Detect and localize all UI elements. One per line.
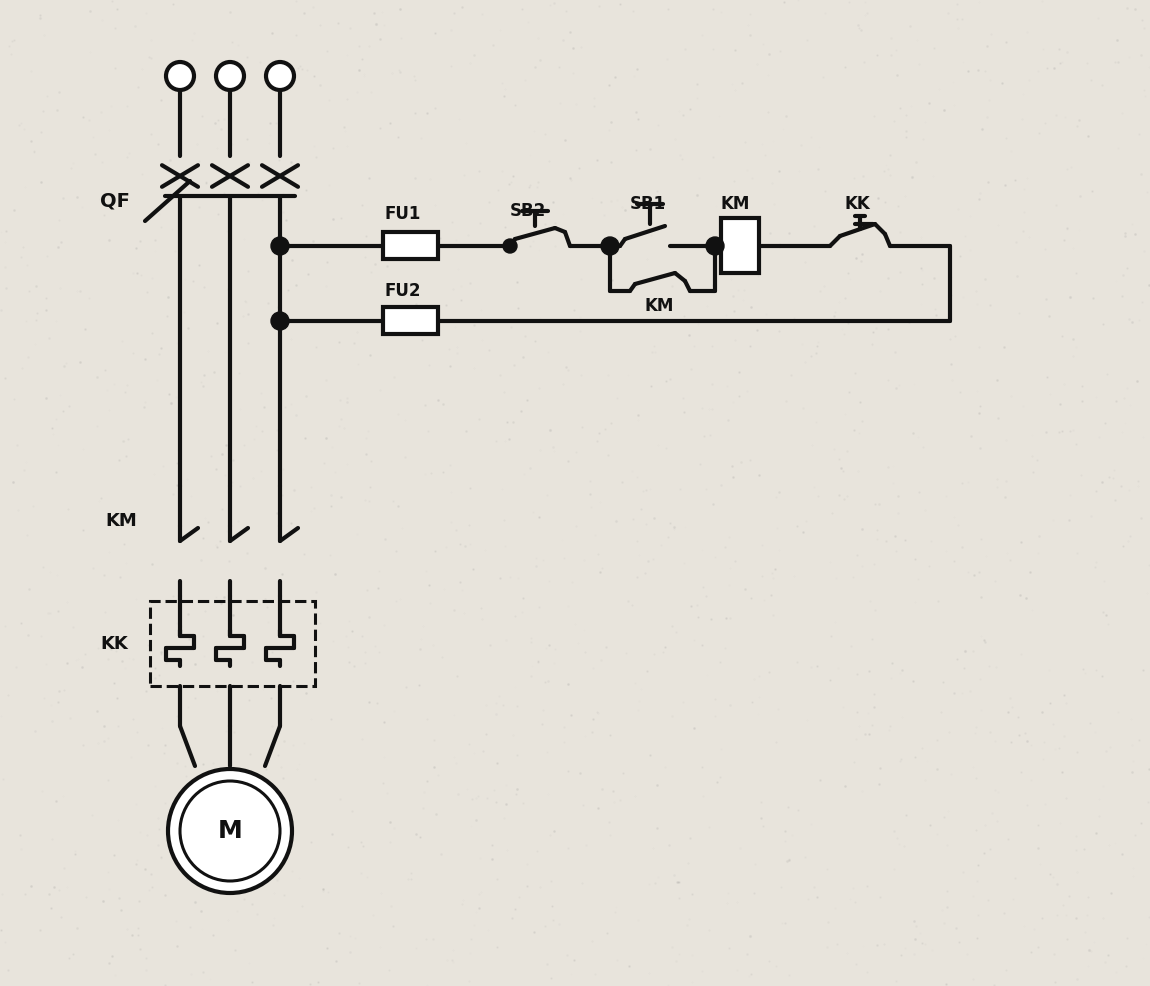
Circle shape xyxy=(166,62,194,90)
Text: M: M xyxy=(217,819,243,843)
Circle shape xyxy=(271,312,289,330)
Circle shape xyxy=(271,237,289,255)
Text: KM: KM xyxy=(105,512,137,530)
Circle shape xyxy=(706,237,724,255)
Text: KK: KK xyxy=(100,635,128,653)
Circle shape xyxy=(266,62,294,90)
Text: SB2: SB2 xyxy=(509,202,546,220)
Circle shape xyxy=(181,781,279,881)
Circle shape xyxy=(601,237,619,255)
Text: FU2: FU2 xyxy=(385,282,422,300)
Circle shape xyxy=(168,769,292,893)
Bar xyxy=(721,219,759,273)
Text: FU1: FU1 xyxy=(385,205,421,223)
Bar xyxy=(383,308,437,334)
Circle shape xyxy=(503,239,518,253)
Bar xyxy=(383,233,437,259)
Text: QF: QF xyxy=(100,191,130,210)
Text: KK: KK xyxy=(845,195,871,213)
Circle shape xyxy=(216,62,244,90)
Bar xyxy=(150,601,315,686)
Text: KM: KM xyxy=(645,297,674,315)
Text: SB1: SB1 xyxy=(630,195,666,213)
Text: KM: KM xyxy=(720,195,750,213)
